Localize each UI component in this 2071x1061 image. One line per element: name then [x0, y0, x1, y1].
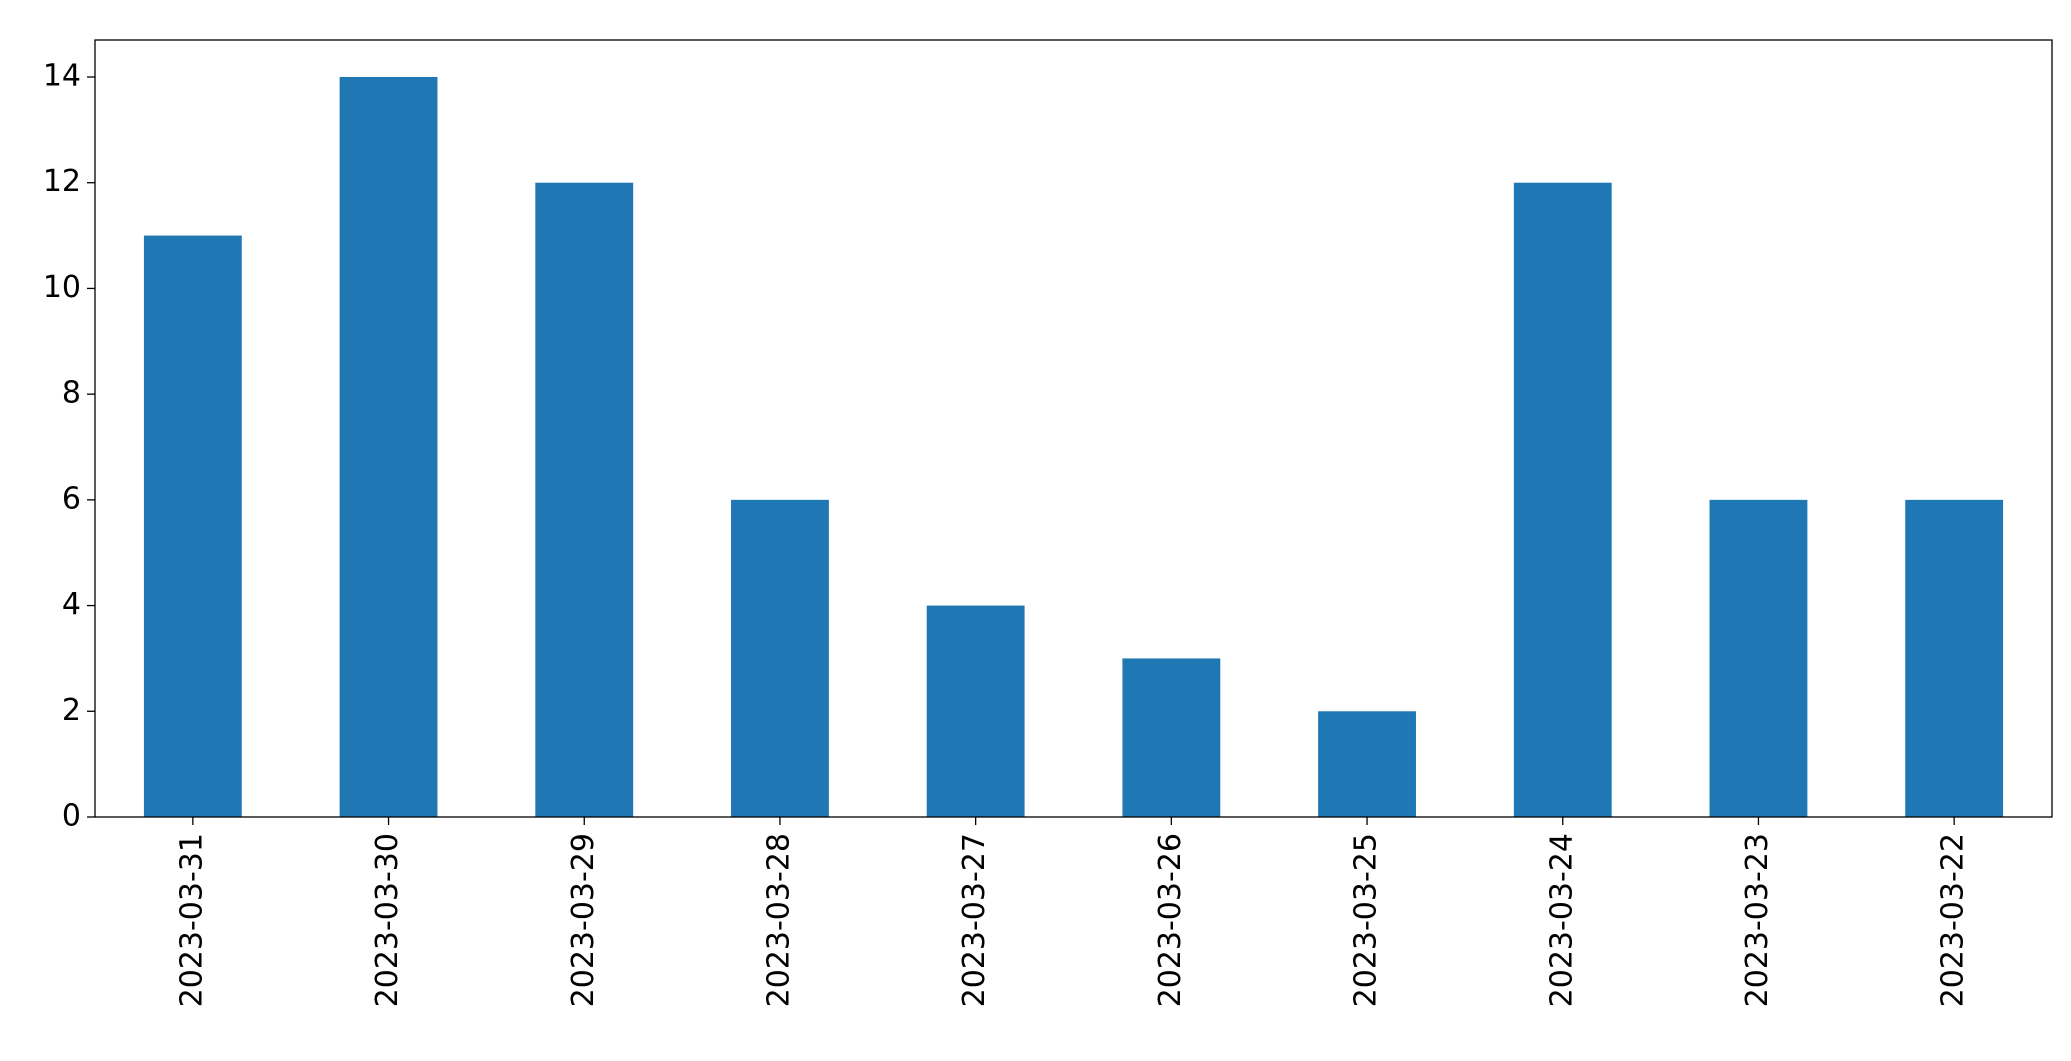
x-tick-label: 2023-03-25	[1349, 833, 1384, 1007]
plot-frame	[94, 39, 2053, 818]
bar	[1318, 711, 1416, 817]
x-tick-label: 2023-03-28	[761, 833, 796, 1007]
bar	[1513, 182, 1612, 817]
bar	[143, 235, 242, 818]
y-tick-label: 2	[62, 693, 81, 728]
y-tick-label: 8	[62, 376, 81, 411]
bar	[535, 182, 634, 817]
x-tick-label: 2023-03-22	[1936, 833, 1971, 1007]
y-tick-label: 10	[43, 270, 81, 305]
bar	[1122, 658, 1221, 817]
y-tick-label: 4	[62, 587, 81, 622]
bar	[1709, 499, 1808, 817]
y-tick-label: 0	[62, 799, 81, 834]
x-tick-label: 2023-03-29	[566, 833, 601, 1007]
bar	[926, 605, 1025, 817]
x-tick-label: 2023-03-27	[957, 833, 992, 1007]
bar	[731, 499, 829, 817]
x-tick-label: 2023-03-30	[370, 833, 405, 1007]
x-tick-label: 2023-03-31	[174, 833, 209, 1007]
y-tick-label: 6	[62, 481, 81, 516]
x-tick-label: 2023-03-26	[1153, 833, 1188, 1007]
bar	[1905, 499, 2004, 817]
x-tick-label: 2023-03-24	[1544, 833, 1579, 1007]
y-tick-label: 14	[43, 59, 81, 94]
x-tick-label: 2023-03-23	[1740, 833, 1775, 1007]
bar	[339, 77, 438, 817]
y-tick-label: 12	[43, 164, 81, 199]
